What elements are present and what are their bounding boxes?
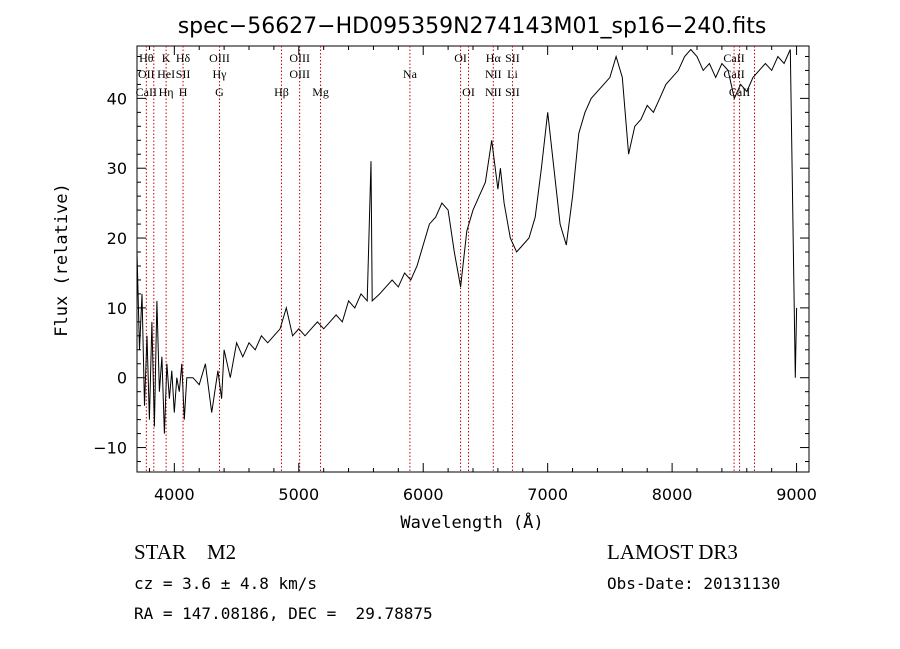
marker-label-H-alpha-2: NII — [485, 85, 502, 99]
marker-label-OIII-5007-1: OIII — [289, 67, 310, 81]
marker-label-SII-6717-2: SII — [505, 85, 520, 99]
marker-label-CaII-H-eps-0: Hθ — [139, 51, 154, 65]
y-tick-label: 30 — [107, 159, 127, 178]
chart-title: spec−56627−HD095359N274143M01_sp16−240.f… — [178, 14, 767, 39]
marker-label-OIII-4363-1: Hγ — [213, 67, 228, 81]
marker-label-OI-6300-0: OI — [454, 51, 467, 65]
axes: 4000 5000 6000 7000 8000 9000 −10 0 10 20 30 40 — [93, 46, 817, 504]
x-tick-label: 6000 — [403, 485, 444, 504]
line-markers — [145, 46, 755, 472]
y-tick-label: −10 — [93, 439, 127, 458]
marker-label-SII-6717-0: SII — [505, 51, 520, 65]
y-tick-label: 40 — [107, 89, 127, 108]
x-tick-label: 5000 — [278, 485, 319, 504]
marker-label-SII-2: H — [179, 85, 188, 99]
object-classification: STAR M2 — [134, 540, 237, 564]
y-tick-label: 20 — [107, 229, 127, 248]
x-tick-label: 9000 — [776, 485, 817, 504]
marker-label-CaII-H-eps-2: CaII — [136, 85, 157, 99]
y-tick-label: 10 — [107, 299, 127, 318]
y-tick-label: 0 — [117, 369, 127, 388]
y-axis-label: Flux (relative) — [52, 183, 72, 337]
redshift-cz: cz = 3.6 ± 4.8 km/s — [134, 574, 318, 593]
marker-label-K-2: Hη — [159, 85, 174, 99]
marker-label-OIII-4363-2: G — [215, 85, 224, 99]
marker-label-Mg-2: Mg — [312, 85, 329, 99]
marker-label-OI-6364-2: OI — [462, 85, 475, 99]
marker-label-H-alpha-0: Hα — [486, 51, 502, 65]
marker-label-H-alpha-1: NII — [485, 67, 502, 81]
x-tick-label: 8000 — [652, 485, 693, 504]
survey-name: LAMOST DR3 — [607, 540, 738, 564]
x-axis-label: Wavelength (Å) — [400, 511, 543, 533]
marker-label-SII-6717-1: Li — [507, 67, 518, 81]
marker-label-CaII-8498-1: CaII — [723, 67, 744, 81]
observation-date: Obs-Date: 20131130 — [607, 574, 781, 593]
marker-label-OIII-5007-0: OIII — [289, 51, 310, 65]
marker-label-Na-1: Na — [403, 67, 418, 81]
marker-label-SII-1: SII — [176, 67, 191, 81]
spectrum-series — [137, 48, 798, 434]
marker-label-SII-0: Hδ — [176, 51, 191, 65]
x-tick-label: 4000 — [154, 485, 195, 504]
marker-label-OIII-4363-0: OIII — [209, 51, 230, 65]
plot-frame — [136, 45, 810, 473]
marker-label-K-1: HeI — [157, 67, 175, 81]
coordinates: RA = 147.08186, DEC = 29.78875 — [134, 604, 433, 623]
marker-label-K-0: K — [162, 51, 171, 65]
marker-label-CaII-H-eps-1: OII — [138, 67, 155, 81]
marker-label-CaII-8498-0: CaII — [723, 51, 744, 65]
marker-label-H-beta-2: Hβ — [274, 85, 289, 99]
spectrum-line-0 — [137, 48, 798, 434]
x-tick-label: 7000 — [527, 485, 568, 504]
